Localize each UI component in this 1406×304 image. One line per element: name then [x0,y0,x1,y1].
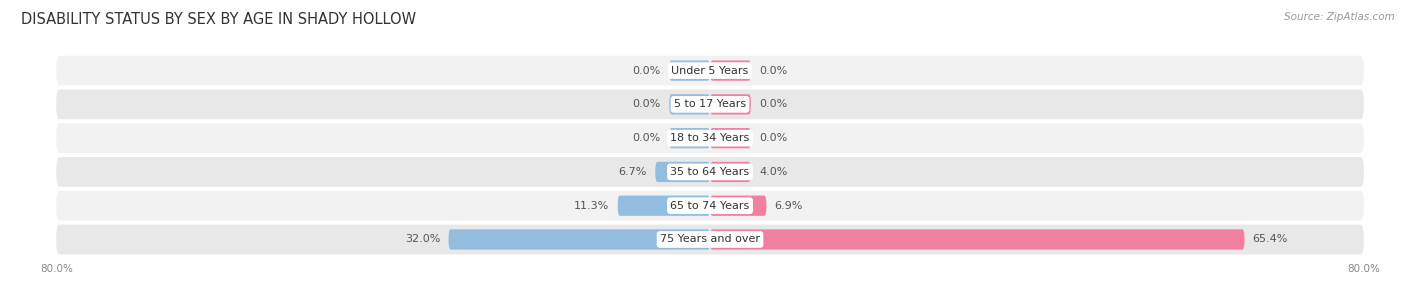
FancyBboxPatch shape [710,128,751,148]
FancyBboxPatch shape [710,94,751,115]
Text: DISABILITY STATUS BY SEX BY AGE IN SHADY HOLLOW: DISABILITY STATUS BY SEX BY AGE IN SHADY… [21,12,416,27]
FancyBboxPatch shape [655,162,710,182]
Text: 5 to 17 Years: 5 to 17 Years [673,99,747,109]
FancyBboxPatch shape [710,229,1244,250]
FancyBboxPatch shape [710,60,751,81]
FancyBboxPatch shape [56,191,1364,221]
FancyBboxPatch shape [669,60,710,81]
Text: 18 to 34 Years: 18 to 34 Years [671,133,749,143]
Legend: Male, Female: Male, Female [651,301,769,304]
FancyBboxPatch shape [56,123,1364,153]
FancyBboxPatch shape [669,128,710,148]
Text: 32.0%: 32.0% [405,234,440,244]
FancyBboxPatch shape [56,89,1364,119]
Text: 0.0%: 0.0% [633,99,661,109]
Text: Source: ZipAtlas.com: Source: ZipAtlas.com [1284,12,1395,22]
FancyBboxPatch shape [449,229,710,250]
Text: 0.0%: 0.0% [759,99,787,109]
Text: Under 5 Years: Under 5 Years [672,66,748,76]
Text: 0.0%: 0.0% [759,66,787,76]
Text: 4.0%: 4.0% [759,167,787,177]
FancyBboxPatch shape [710,195,766,216]
Text: 0.0%: 0.0% [633,66,661,76]
FancyBboxPatch shape [56,225,1364,254]
Text: 75 Years and over: 75 Years and over [659,234,761,244]
FancyBboxPatch shape [56,157,1364,187]
Text: 35 to 64 Years: 35 to 64 Years [671,167,749,177]
Text: 65.4%: 65.4% [1253,234,1288,244]
Text: 11.3%: 11.3% [574,201,610,211]
FancyBboxPatch shape [669,94,710,115]
Text: 0.0%: 0.0% [633,133,661,143]
Text: 0.0%: 0.0% [759,133,787,143]
FancyBboxPatch shape [617,195,710,216]
Text: 65 to 74 Years: 65 to 74 Years [671,201,749,211]
FancyBboxPatch shape [710,162,751,182]
Text: 6.7%: 6.7% [619,167,647,177]
Text: 6.9%: 6.9% [775,201,803,211]
FancyBboxPatch shape [56,56,1364,85]
